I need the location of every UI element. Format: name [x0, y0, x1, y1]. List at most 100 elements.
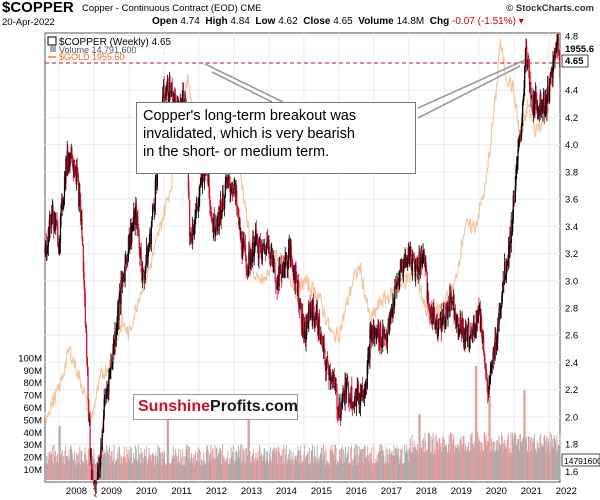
- volume-bar: [414, 447, 416, 480]
- volume-bar: [232, 445, 234, 480]
- candle-body: [495, 337, 498, 350]
- volume-bar: [282, 464, 284, 480]
- volume-bar: [447, 453, 449, 480]
- volume-bar: [187, 459, 189, 480]
- volume-bar: [93, 450, 95, 480]
- candle-body: [488, 385, 490, 395]
- candle-body: [370, 326, 372, 341]
- volume-bar: [413, 440, 415, 480]
- candle-body: [128, 235, 130, 250]
- volume-tick-label: 30M: [24, 440, 43, 451]
- volume-bar: [467, 445, 469, 480]
- candle-body: [294, 267, 296, 284]
- candle-body: [466, 329, 468, 342]
- candle-body: [351, 386, 353, 408]
- volume-bar: [274, 448, 276, 480]
- candle-body: [365, 382, 367, 388]
- volume-bar: [84, 453, 85, 480]
- volume-bar: [168, 408, 170, 480]
- volume-bar: [549, 432, 551, 480]
- volume-bar: [479, 451, 481, 480]
- volume-bar: [499, 444, 501, 480]
- candle-body: [258, 241, 260, 259]
- candle-body: [322, 338, 324, 352]
- legend-copper-swatch: [47, 36, 57, 46]
- candle-body: [394, 285, 397, 287]
- candle-body: [331, 379, 333, 382]
- volume-bar: [233, 460, 235, 480]
- volume-bar: [339, 458, 341, 480]
- volume-bar: [55, 451, 56, 480]
- candle-body: [119, 291, 121, 302]
- chg-value: -0.07 (-1.51%): [452, 16, 516, 27]
- candle-body: [115, 331, 117, 340]
- volume-bar: [297, 445, 299, 480]
- volume-bar: [424, 432, 426, 480]
- candle-body: [338, 403, 340, 416]
- volume-bar: [396, 448, 398, 480]
- volume-bar: [104, 451, 106, 480]
- volume-bar: [127, 458, 129, 480]
- candle-body: [485, 368, 487, 371]
- candle-body: [278, 262, 280, 287]
- candle-body: [212, 223, 214, 233]
- candle-body: [169, 82, 171, 94]
- candle-body: [536, 109, 539, 111]
- volume-bar: [398, 463, 400, 480]
- volume-bar: [338, 461, 340, 480]
- volume-bar: [534, 433, 536, 480]
- volume-bar: [506, 439, 508, 480]
- volume-bar: [69, 459, 71, 480]
- volume-bar: [480, 442, 482, 480]
- volume-bar: [378, 450, 380, 480]
- volume-bar: [403, 463, 405, 480]
- volume-bar: [510, 432, 512, 480]
- volume-bar: [452, 444, 453, 480]
- volume-bar: [350, 447, 352, 480]
- volume-bar: [305, 460, 307, 480]
- volume-bar: [94, 459, 96, 480]
- candle-body: [334, 382, 336, 390]
- volume-bar: [237, 453, 239, 480]
- volume-bar: [252, 453, 254, 480]
- volume-bar: [63, 455, 65, 480]
- volume-bar: [156, 456, 158, 480]
- volume-bar: [279, 452, 281, 480]
- candle-body: [489, 370, 492, 382]
- volume-bar: [114, 464, 116, 480]
- candle-body: [529, 82, 531, 85]
- volume-bar: [507, 436, 509, 480]
- volume-bar: [520, 433, 521, 480]
- volume-bar: [380, 451, 381, 480]
- candle-body: [102, 416, 105, 433]
- volume-bar: [468, 441, 470, 480]
- candle-body: [259, 240, 261, 247]
- volume-bar: [487, 440, 488, 480]
- candle-body: [337, 413, 339, 416]
- candle-body: [275, 284, 278, 290]
- volume-tick-label: 20M: [24, 453, 43, 464]
- candle-body: [223, 203, 225, 209]
- volume-bar: [47, 452, 49, 480]
- volume-bar: [396, 446, 398, 480]
- volume-bar: [280, 455, 282, 480]
- volume-tick-label: 60M: [24, 403, 43, 414]
- volume-bar: [307, 451, 309, 480]
- candle-body: [117, 308, 119, 320]
- candle-body: [281, 272, 283, 278]
- annotation-line-2: invalidated, which is very bearish: [143, 126, 355, 142]
- volume-bar: [272, 448, 274, 480]
- volume-bar: [217, 458, 219, 480]
- volume-bar: [94, 463, 96, 480]
- candle-body: [257, 235, 259, 254]
- candle-body: [308, 304, 311, 306]
- candle-body: [308, 304, 310, 323]
- candle-body: [311, 310, 313, 321]
- candle-body: [551, 71, 553, 79]
- candle-body: [260, 246, 262, 249]
- volume-bar: [247, 414, 249, 480]
- candle-body: [333, 374, 335, 383]
- candle-body: [193, 228, 195, 231]
- candle-body: [172, 90, 174, 109]
- volume-bar: [211, 451, 213, 480]
